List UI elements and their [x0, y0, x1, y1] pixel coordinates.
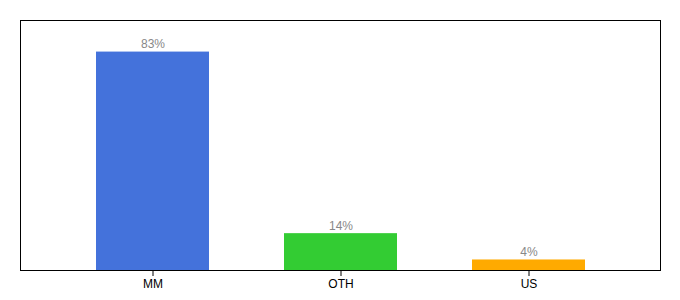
svg-text:14%: 14% — [329, 219, 353, 233]
svg-text:US: US — [521, 277, 538, 291]
svg-text:4%: 4% — [520, 245, 538, 259]
svg-text:MM: MM — [143, 277, 163, 291]
svg-text:83%: 83% — [141, 37, 165, 51]
svg-text:OTH: OTH — [328, 277, 353, 291]
